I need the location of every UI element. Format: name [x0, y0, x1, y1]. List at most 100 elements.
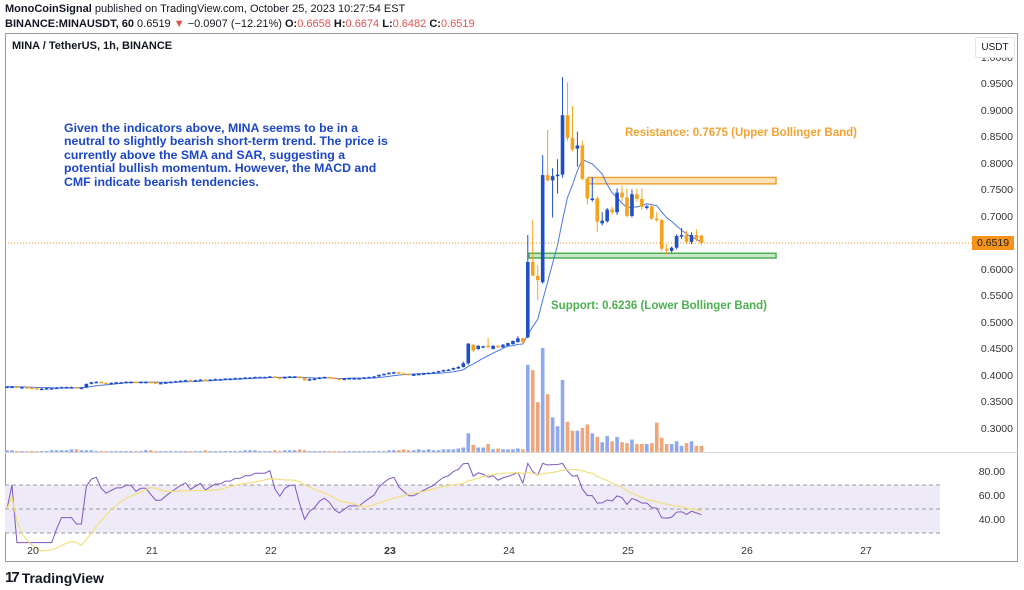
- candle-body: [134, 381, 138, 384]
- publish-info: MonoCoinSignal published on TradingView.…: [5, 3, 405, 15]
- volume-bar: [114, 451, 118, 452]
- candle-body: [317, 377, 322, 380]
- candle-body: [139, 381, 143, 384]
- candle-body: [654, 218, 659, 221]
- candle-body: [119, 382, 123, 384]
- volume-bar: [357, 451, 361, 452]
- open-label: O:: [284, 18, 298, 30]
- candle-body: [273, 376, 277, 378]
- volume-bar: [183, 451, 188, 452]
- volume-bar: [640, 444, 644, 452]
- candle-body: [347, 378, 352, 380]
- candle-body: [15, 386, 19, 389]
- volume-bar: [89, 450, 94, 452]
- candle-body: [362, 377, 366, 380]
- volume-bar: [615, 436, 619, 452]
- price-tick-label: 0.5500: [980, 290, 1013, 302]
- chart-title: MINA / TetherUS, 1h, BINANCE: [12, 40, 173, 52]
- volume-bar: [521, 449, 525, 452]
- volume-bar: [659, 437, 664, 452]
- currency-button[interactable]: USDT: [975, 37, 1015, 58]
- volume-bar: [302, 450, 307, 452]
- price-tick-label: 0.8000: [980, 157, 1013, 170]
- candle-body: [20, 387, 24, 389]
- tradingview-logo-text: TradingView: [21, 569, 104, 586]
- volume-bar: [34, 451, 39, 452]
- candle-body: [168, 381, 173, 384]
- volume-bar: [610, 441, 614, 452]
- candle-body: [178, 380, 183, 383]
- symbol-info: BINANCE:MINAUSDT, 60 0.6519 ▼ −0.0907 (−…: [5, 18, 475, 30]
- volume-bar: [461, 447, 466, 452]
- candle-body: [144, 381, 148, 384]
- volume-bar: [635, 444, 639, 452]
- volume-bar: [228, 451, 232, 452]
- candle-body: [476, 345, 480, 349]
- current-price-label: 0.6519: [972, 236, 1014, 250]
- candle-body: [585, 178, 590, 199]
- price-tick-label: 0.5000: [980, 316, 1013, 329]
- symbol: BINANCE:MINAUSDT, 60: [5, 18, 134, 30]
- tradingview-logo[interactable]: 17 TradingView: [5, 569, 104, 586]
- volume-bar: [550, 417, 555, 452]
- volume-bar: [451, 449, 456, 452]
- volume-bar: [699, 445, 704, 452]
- candle-body: [406, 373, 411, 376]
- candle-body: [669, 247, 674, 251]
- candle-body: [387, 372, 391, 375]
- volume-bar: [540, 348, 545, 452]
- volume-bar: [248, 450, 252, 452]
- candle-body: [471, 344, 476, 351]
- candle-body: [620, 192, 624, 198]
- volume-bar: [466, 433, 471, 452]
- volume-bar: [530, 370, 535, 452]
- volume-bar: [208, 451, 213, 452]
- rsi-tick-label: 80.00: [978, 466, 1005, 478]
- volume-bar: [104, 451, 108, 452]
- volume-bar: [694, 445, 699, 452]
- candle-body: [580, 145, 585, 179]
- candle-body: [699, 235, 704, 243]
- resistance-label: Resistance: 0.7675 (Upper Bollinger Band…: [625, 127, 857, 139]
- candle-body: [635, 194, 639, 199]
- volume-bar: [203, 450, 208, 452]
- candle-body: [248, 377, 252, 380]
- date-tick-label: 20: [27, 545, 39, 557]
- candle-body: [650, 206, 654, 219]
- candle-body: [659, 220, 664, 249]
- volume-bar: [109, 451, 113, 452]
- candle-body: [104, 382, 108, 385]
- candle-body: [560, 115, 565, 175]
- volume-bar: [263, 451, 267, 452]
- volume-bar: [406, 450, 411, 452]
- candle-body: [535, 275, 540, 281]
- volume-bar: [139, 451, 143, 452]
- candle-body: [149, 381, 153, 384]
- volume-bar: [163, 451, 168, 452]
- sma-line: [7, 158, 702, 389]
- volume-bar: [545, 394, 550, 452]
- candle-body: [645, 206, 649, 208]
- candle-body: [372, 376, 376, 378]
- candle-body: [575, 145, 580, 149]
- candle-body: [278, 377, 282, 380]
- candle-body: [297, 376, 302, 379]
- rsi-line: [6, 462, 702, 544]
- candle-body: [332, 377, 337, 380]
- candle-body: [526, 262, 530, 338]
- candle-body: [198, 379, 203, 382]
- author-name[interactable]: MonoCoinSignal: [5, 3, 92, 15]
- date-tick-label: 27: [860, 545, 872, 557]
- candle-body: [129, 381, 133, 384]
- candle-body: [44, 388, 49, 390]
- candle-body: [238, 378, 242, 380]
- candle-body: [516, 338, 520, 343]
- volume-bar: [64, 450, 69, 452]
- chart-frame[interactable]: [5, 33, 1018, 562]
- volume-bar: [15, 451, 19, 452]
- candle-body: [322, 377, 327, 379]
- volume-bar: [238, 451, 242, 452]
- candle-body: [34, 388, 39, 390]
- candle-body: [436, 371, 441, 373]
